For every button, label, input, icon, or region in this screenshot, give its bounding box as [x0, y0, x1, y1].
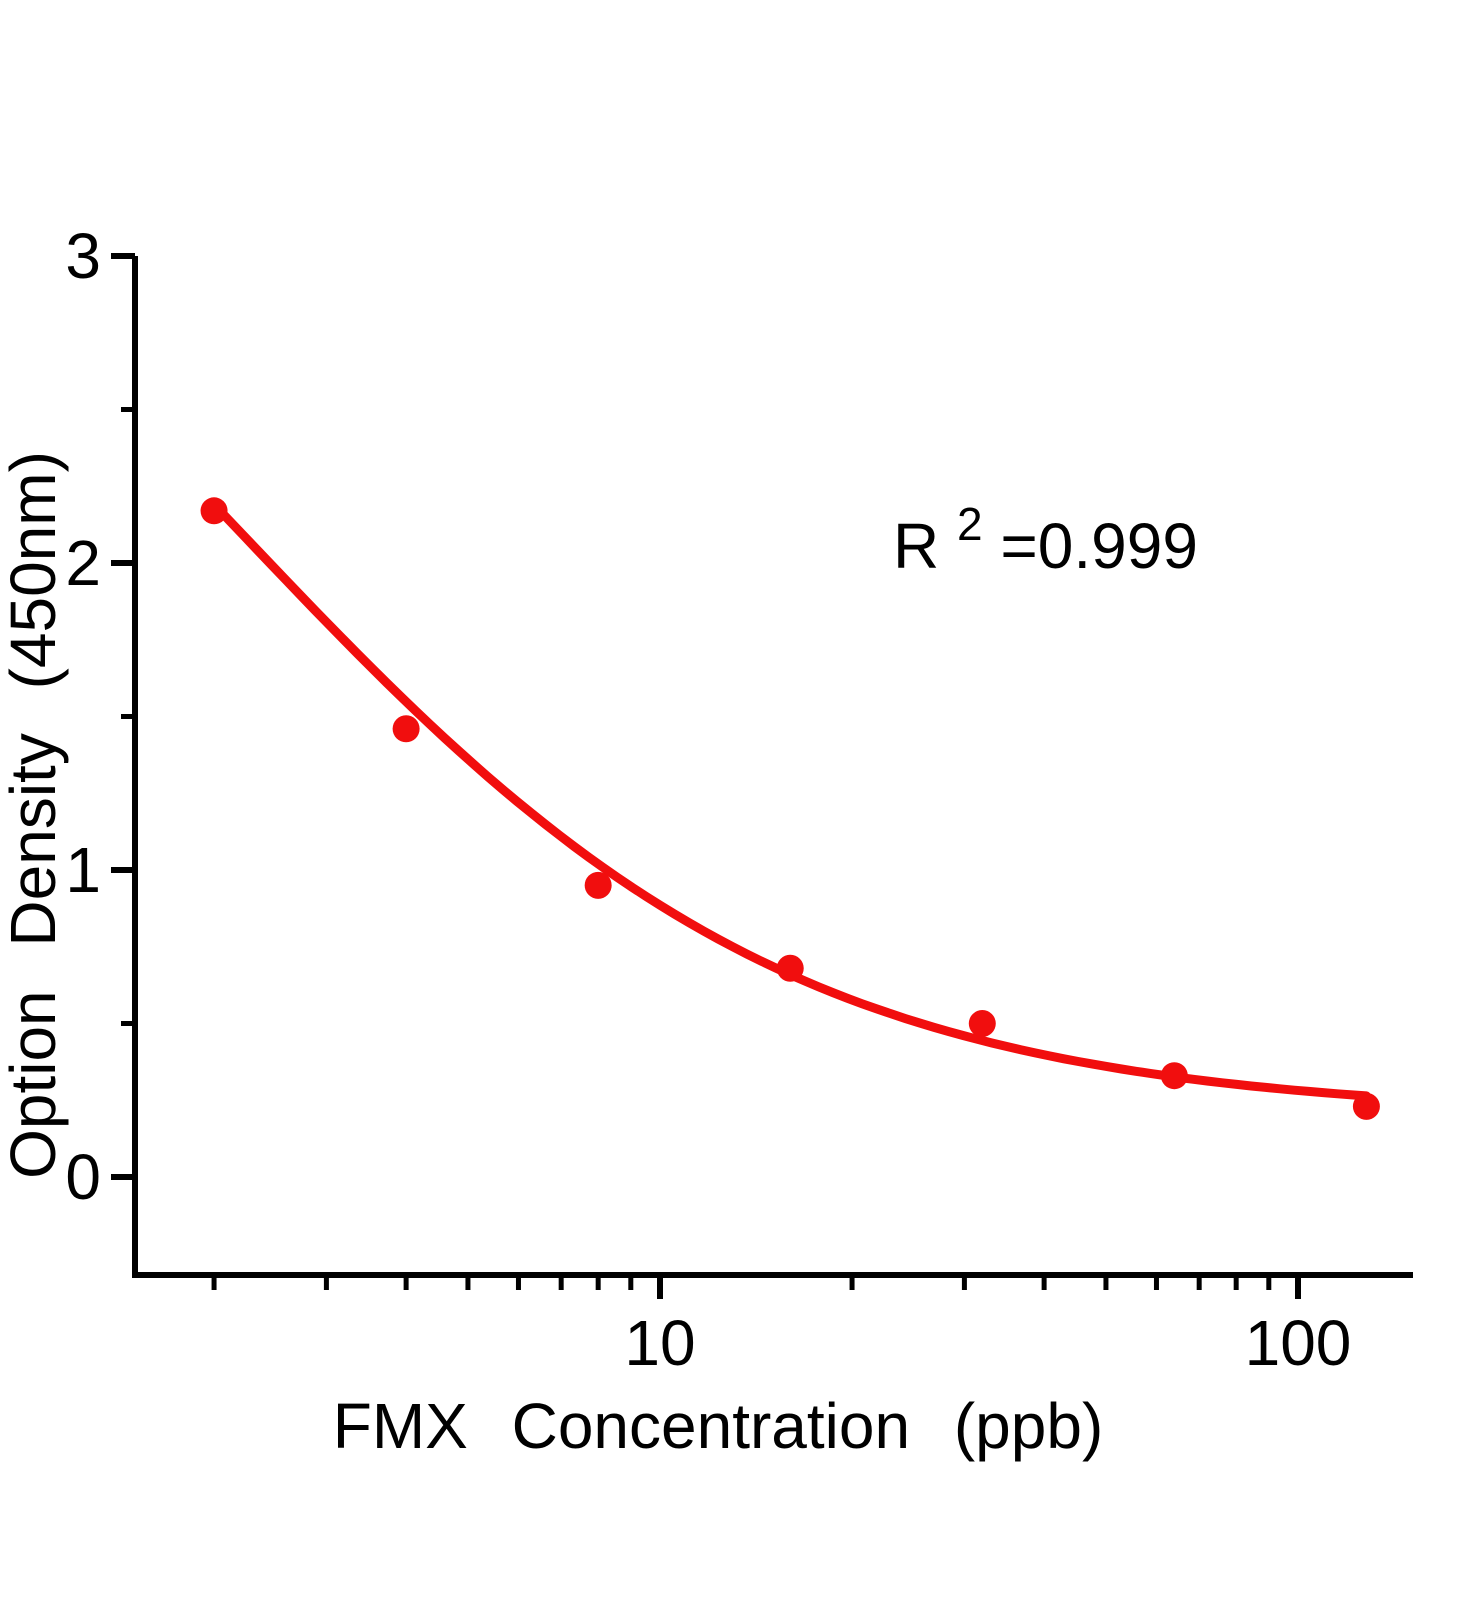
data-point-marker — [776, 954, 804, 982]
data-point-marker — [200, 497, 228, 525]
data-point-marker — [392, 715, 420, 743]
data-point-marker — [1160, 1062, 1188, 1090]
data-points — [200, 497, 1380, 1120]
y-axis-label: Option Density (450nm) — [0, 451, 69, 1179]
axes — [132, 256, 1413, 1278]
data-point-marker — [584, 871, 612, 899]
y-tick-label: 1 — [65, 834, 101, 906]
data-point-marker — [968, 1010, 996, 1037]
data-point-marker — [1352, 1092, 1380, 1120]
fit-curve — [209, 500, 1371, 1101]
y-tick-label: 2 — [65, 527, 101, 599]
annotation-base: R — [893, 510, 939, 582]
y-tick-label: 3 — [65, 220, 101, 292]
x-axis-label: FMX Concentration (ppb) — [333, 1390, 1104, 1462]
r-squared-annotation: R 2 =0.999 — [893, 482, 1198, 582]
x-tick-label: 100 — [1245, 1307, 1352, 1379]
tick-labels: 0 1 2 3 10 100 — [65, 220, 1351, 1379]
axis-spines — [132, 256, 1413, 1278]
fit-curve-line — [209, 500, 1371, 1101]
y-tick-label: 0 — [65, 1141, 101, 1213]
annotation-value: =0.999 — [1000, 510, 1198, 582]
tick-marks — [111, 253, 1301, 1299]
x-tick-label: 10 — [624, 1307, 695, 1379]
annotation-superscript: 2 — [957, 498, 983, 550]
